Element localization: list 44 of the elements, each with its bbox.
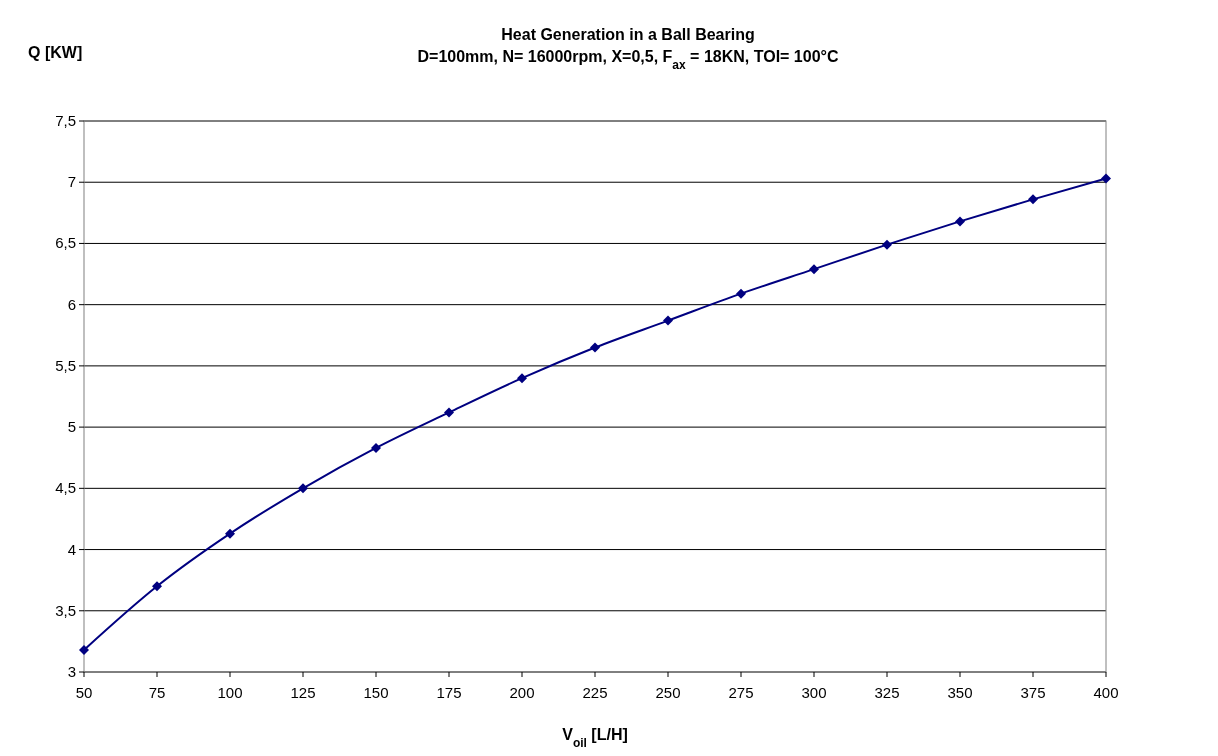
x-tick-label: 225: [582, 684, 608, 701]
point: [444, 407, 454, 418]
point: [298, 483, 308, 494]
point: [736, 288, 746, 299]
y-tick-label: 3,5: [55, 601, 76, 619]
point: [371, 442, 381, 453]
x-tick-label: 275: [728, 684, 754, 701]
x-tick-label: 400: [1093, 684, 1119, 701]
y-tick-label: 7: [67, 173, 76, 191]
chart-subtitle: D=100mm, N= 16000rpm, X=0,5, F$_{ax}$= 18KN, TOI= 100°C: [417, 48, 839, 72]
x-tick-label: 350: [947, 684, 973, 701]
y-tick-label: 4: [67, 540, 76, 558]
x-tick-label: 375: [1020, 684, 1046, 701]
y-tick-label: 5,5: [55, 356, 76, 374]
y-tick-label: 7,5: [55, 112, 76, 129]
chart-title: Heat Generation in a Ball Bearing: [501, 26, 755, 43]
x-tick-label: 300: [801, 684, 827, 701]
y-tick-label: 3: [67, 663, 76, 680]
x-tick-label: 200: [509, 684, 535, 701]
point: [152, 581, 162, 592]
point: [882, 239, 892, 250]
point: [809, 264, 819, 275]
point: [225, 528, 235, 539]
point: [79, 644, 89, 655]
point: [517, 373, 527, 384]
point: [955, 216, 965, 227]
x-tick-label: 325: [874, 684, 900, 701]
x-tick-label: 75: [148, 684, 166, 701]
x-axis-title: V$_{oil}$ [L/H]: [562, 726, 628, 750]
x-tick-label: 50: [75, 684, 93, 701]
point: [590, 342, 600, 353]
x-tick-label: 175: [436, 684, 462, 701]
x-tick-label: 100: [217, 684, 243, 701]
y-tick-label: 6: [67, 295, 76, 313]
point: [1101, 173, 1111, 184]
point: [663, 315, 673, 326]
x-tick-label: 250: [655, 684, 681, 701]
y-tick-label: 4,5: [55, 479, 76, 497]
x-tick-label: 125: [290, 684, 316, 701]
y-tick-label: 6,5: [55, 234, 76, 252]
y-tick-label: 5: [67, 418, 76, 436]
x-tick-label: 150: [363, 684, 389, 701]
point: [1028, 194, 1038, 205]
y-axis-title: Q [KW]: [28, 44, 83, 61]
